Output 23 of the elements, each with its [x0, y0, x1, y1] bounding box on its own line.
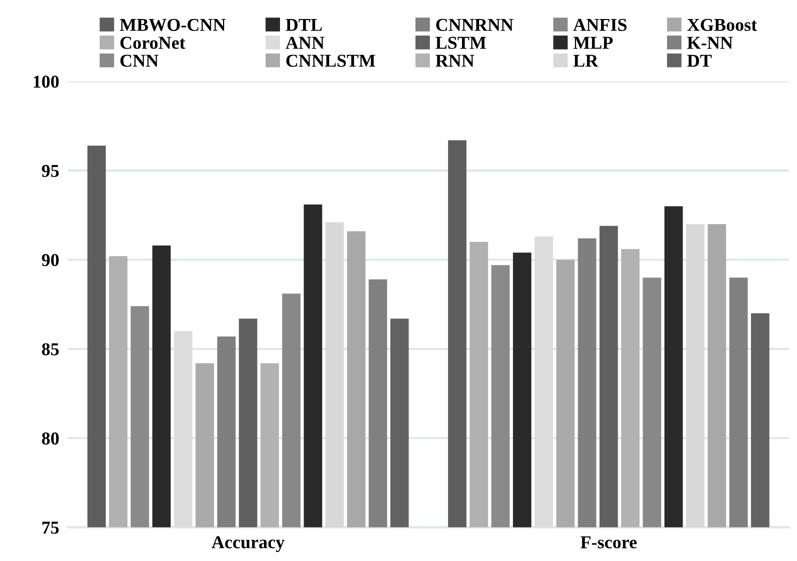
legend-label: ANFIS: [573, 18, 627, 31]
legend-label: LSTM: [436, 36, 486, 49]
legend-label: ANN: [286, 36, 324, 49]
legend-label: CNNLSTM: [286, 54, 376, 67]
legend-label: RNN: [436, 54, 474, 67]
y-tick-label: 80: [42, 432, 59, 445]
legend-label: CNNRNN: [436, 18, 514, 31]
legend-label: LR: [573, 54, 598, 67]
legend-label: CoroNet: [120, 36, 186, 49]
y-tick-label: 85: [42, 343, 59, 356]
y-tick-label: 90: [42, 254, 59, 266]
x-tick-label: F-score: [580, 536, 637, 548]
legend-label: XGBoost: [687, 18, 758, 31]
y-tick-label: 95: [42, 164, 59, 177]
legend-label: MBWO-CNN: [120, 18, 226, 32]
legend-label: MLP: [573, 36, 613, 49]
x-tick-label: Accuracy: [212, 536, 284, 552]
legend-label: DTL: [286, 18, 322, 31]
y-tick-label: 100: [34, 76, 59, 88]
legend-label: CNN: [120, 54, 158, 67]
y-tick-label: 75: [42, 522, 59, 534]
legend-label: DT: [687, 54, 712, 67]
legend-label: K-NN: [687, 36, 733, 49]
